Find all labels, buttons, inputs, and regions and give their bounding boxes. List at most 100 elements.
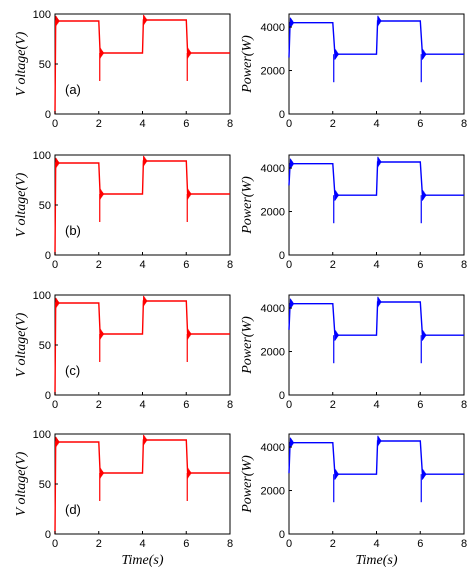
x-tick-label: 8 [461, 118, 467, 130]
y-tick-label: 0 [45, 529, 51, 541]
panel-6: 0 2 4 6 8 0 2000 4000 Power(W) [240, 294, 467, 411]
series-line-1 [288, 161, 464, 196]
x-tick-label: 8 [461, 538, 467, 550]
transient-ripple [421, 49, 427, 60]
x-tick-label: 8 [227, 118, 233, 130]
x-tick-label: 4 [139, 538, 145, 550]
y-tick-label: 0 [45, 109, 51, 121]
transient-ripple [334, 190, 339, 201]
panel-label: (c) [65, 363, 80, 378]
x-tick-label: 6 [183, 259, 189, 271]
y-tick-label: 2000 [261, 486, 285, 498]
series-line-1 [288, 301, 464, 336]
transient-ripple [377, 435, 382, 447]
x-tick-label: 2 [96, 399, 102, 411]
panel-label: (d) [65, 502, 81, 517]
x-tick-label: 4 [139, 399, 145, 411]
y-tick-label: 50 [39, 200, 51, 212]
y-axis-label: Power(W) [240, 316, 255, 375]
x-tick-label: 4 [373, 118, 379, 130]
x-tick-label: 2 [330, 399, 336, 411]
transient-ripple [377, 296, 382, 308]
x-tick-label: 4 [139, 259, 145, 271]
transient-ripple [187, 328, 192, 340]
transient-ripple [55, 15, 60, 27]
y-tick-label: 4000 [261, 22, 285, 34]
x-tick-label: 6 [183, 399, 189, 411]
x-tick-label: 6 [417, 259, 423, 271]
plot-frame [288, 294, 465, 396]
x-tick-label: 0 [286, 118, 292, 130]
x-tick-label: 6 [183, 118, 189, 130]
transient-ripple [421, 469, 427, 480]
x-tick-label: 0 [286, 259, 292, 271]
transient-ripple [99, 188, 104, 200]
x-axis-label: Time(s) [356, 553, 398, 568]
panel-label: (b) [65, 223, 81, 238]
y-tick-label: 50 [39, 340, 51, 352]
y-axis-label: V oltage(V) [14, 31, 29, 96]
y-tick-label: 0 [279, 390, 285, 402]
y-tick-label: 0 [279, 109, 285, 121]
panel-5: 0 2 4 6 8 0 50 100 V oltage(V) (c) [14, 290, 233, 411]
plot-frame [288, 433, 465, 535]
x-tick-label: 4 [139, 118, 145, 130]
series-line-1 [54, 160, 230, 256]
y-axis-label: V oltage(V) [14, 312, 29, 377]
x-tick-label: 8 [227, 399, 233, 411]
x-tick-label: 0 [52, 538, 58, 550]
transient-ripple [289, 158, 294, 170]
series-line-1 [288, 20, 464, 58]
y-axis-label: Power(W) [240, 455, 255, 514]
panel-label: (a) [65, 82, 81, 97]
series-line-1 [288, 440, 464, 475]
x-tick-label: 2 [96, 538, 102, 550]
panel-7: 0 2 4 6 8 0 50 100 V oltage(V) Time(s) (d) [14, 429, 233, 568]
x-tick-label: 4 [373, 399, 379, 411]
x-tick-label: 2 [330, 259, 336, 271]
panel-1: 0 2 4 6 8 0 50 100 V oltage(V) (a) [14, 9, 233, 130]
y-tick-label: 2000 [261, 66, 285, 78]
y-tick-label: 0 [279, 250, 285, 262]
transient-ripple [289, 437, 294, 449]
x-tick-label: 8 [461, 399, 467, 411]
x-tick-label: 4 [373, 259, 379, 271]
transient-ripple [142, 295, 148, 307]
y-tick-label: 50 [39, 479, 51, 491]
plot-frame [288, 13, 465, 115]
x-tick-label: 6 [183, 538, 189, 550]
y-tick-label: 50 [39, 59, 51, 71]
y-tick-label: 4000 [261, 303, 285, 315]
x-tick-label: 0 [286, 538, 292, 550]
y-tick-label: 0 [279, 529, 285, 541]
transient-ripple [421, 190, 427, 201]
x-axis-label: Time(s) [122, 553, 164, 568]
transient-ripple [55, 157, 60, 169]
x-tick-label: 0 [52, 399, 58, 411]
y-axis-label: Power(W) [240, 176, 255, 235]
transient-ripple [187, 47, 192, 59]
transient-ripple [142, 434, 148, 446]
y-tick-label: 100 [33, 429, 51, 441]
y-tick-label: 100 [33, 9, 51, 21]
x-tick-label: 2 [330, 538, 336, 550]
x-tick-label: 8 [227, 538, 233, 550]
transient-ripple [334, 469, 339, 480]
x-tick-label: 4 [373, 538, 379, 550]
transient-ripple [142, 14, 148, 26]
plot-frame [288, 154, 465, 256]
x-tick-label: 8 [461, 259, 467, 271]
x-tick-label: 2 [330, 118, 336, 130]
series-line-1 [54, 439, 230, 535]
transient-ripple [187, 188, 192, 200]
y-tick-label: 2000 [261, 207, 285, 219]
transient-ripple [99, 47, 104, 59]
x-tick-label: 6 [417, 538, 423, 550]
panel-3: 0 2 4 6 8 0 50 100 V oltage(V) (b) [14, 150, 233, 271]
transient-ripple [55, 297, 60, 309]
y-tick-label: 4000 [261, 442, 285, 454]
panel-4: 0 2 4 6 8 0 2000 4000 Power(W) [240, 154, 467, 271]
transient-ripple [334, 49, 339, 60]
x-tick-label: 8 [227, 259, 233, 271]
